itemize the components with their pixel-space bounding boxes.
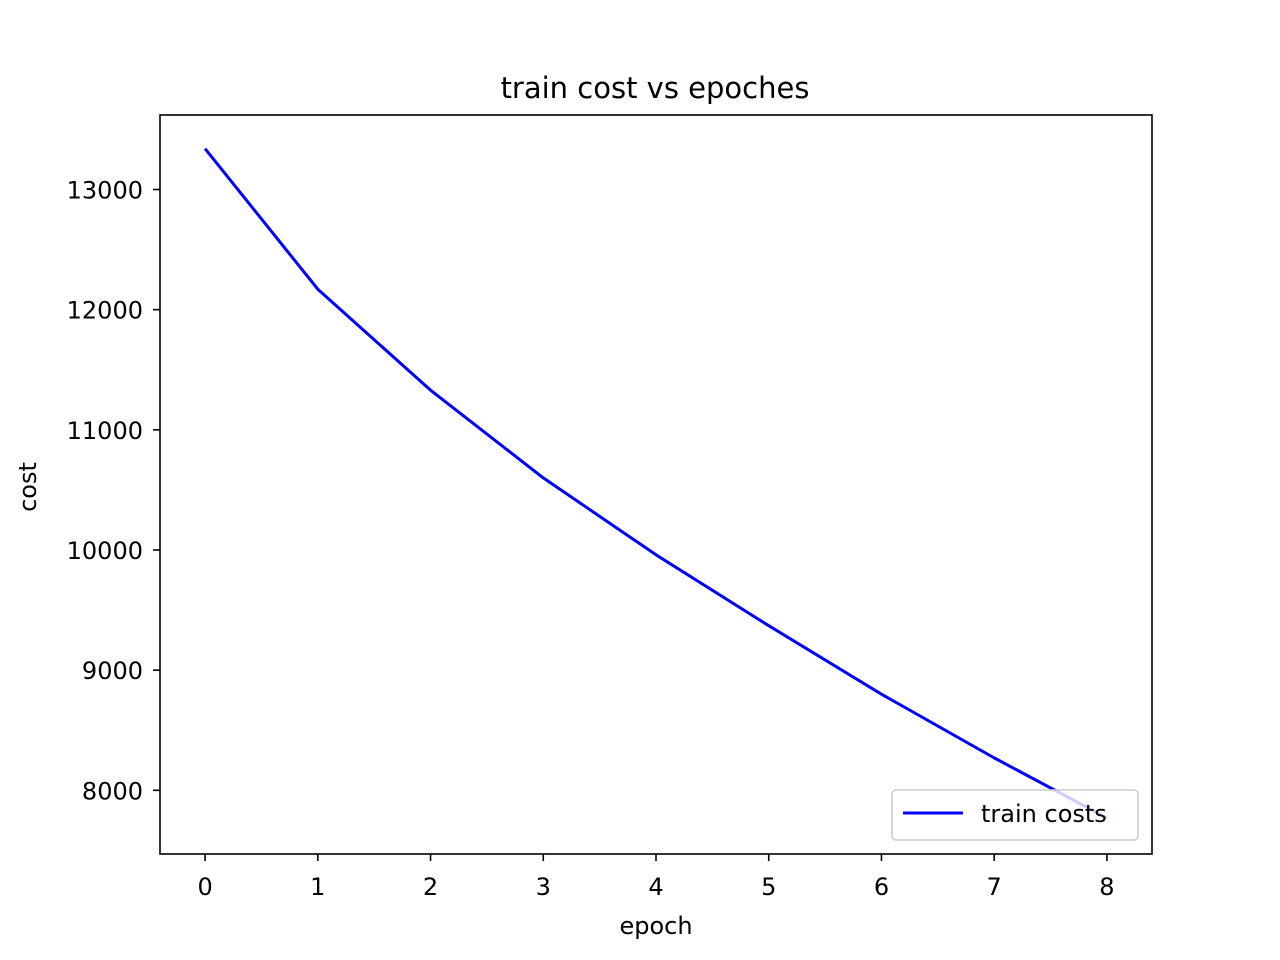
- y-axis-label: cost: [14, 462, 42, 512]
- x-axis-label: epoch: [619, 912, 692, 940]
- chart-title: train cost vs epoches: [501, 71, 810, 105]
- x-tick-label: 5: [761, 873, 776, 901]
- y-tick-label: 13000: [67, 177, 143, 205]
- series-layer: [203, 147, 1108, 820]
- x-axis: 0 1 2 3 4 5 6 7 8: [197, 854, 1115, 901]
- x-tick-label: 4: [648, 873, 663, 901]
- plot-area: [159, 114, 1153, 855]
- y-tick-label: 8000: [82, 777, 143, 805]
- y-tick-label: 12000: [67, 297, 143, 325]
- x-tick-label: 2: [423, 873, 438, 901]
- x-tick-label: 7: [987, 873, 1002, 901]
- legend: train costs: [891, 789, 1139, 841]
- plot-frame: [159, 114, 1153, 855]
- y-tick-label: 11000: [67, 417, 143, 445]
- x-tick-label: 0: [197, 873, 212, 901]
- x-tick-label: 1: [310, 873, 325, 901]
- x-tick-label: 3: [536, 873, 551, 901]
- legend-frame: [891, 789, 1139, 841]
- y-tick-label: 9000: [82, 657, 143, 685]
- y-tick-label: 10000: [67, 537, 143, 565]
- x-tick-label: 6: [874, 873, 889, 901]
- y-axis: 8000 9000 10000 11000 12000 13000: [67, 177, 160, 805]
- series-line-train-costs: [203, 147, 1108, 820]
- x-tick-label: 8: [1099, 873, 1114, 901]
- legend-label-train-costs: train costs: [981, 800, 1107, 828]
